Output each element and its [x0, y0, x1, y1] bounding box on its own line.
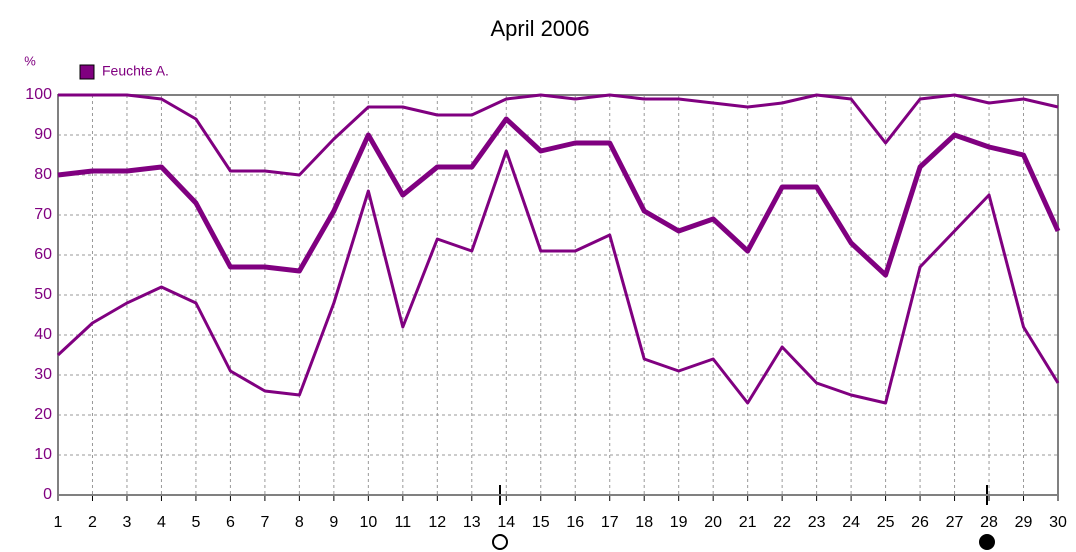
- x-tick-label: 23: [808, 514, 826, 531]
- legend-swatch: [79, 64, 95, 80]
- x-tick-label: 22: [773, 514, 791, 531]
- y-tick-label: 40: [34, 326, 52, 343]
- x-tick-label: 4: [157, 514, 166, 531]
- moon-icon: [979, 534, 995, 550]
- x-tick-label: 10: [359, 514, 377, 531]
- x-tick-label: 5: [191, 514, 200, 531]
- y-tick-label: 50: [34, 286, 52, 303]
- x-tick-label: 9: [329, 514, 338, 531]
- moon-icon: [492, 534, 508, 550]
- x-tick-label: 19: [670, 514, 688, 531]
- y-tick-label: 60: [34, 246, 52, 263]
- y-axis-label: %: [24, 53, 36, 68]
- x-tick-label: 27: [946, 514, 964, 531]
- y-tick-label: 20: [34, 406, 52, 423]
- plot-border: [57, 94, 1059, 496]
- x-tick-label: 20: [704, 514, 722, 531]
- x-tick-label: 25: [877, 514, 895, 531]
- y-tick-label: 10: [34, 446, 52, 463]
- x-tick-label: 8: [295, 514, 304, 531]
- x-tick-label: 26: [911, 514, 929, 531]
- y-tick-label: 100: [25, 86, 52, 103]
- x-tick-label: 3: [123, 514, 132, 531]
- y-tick-label: 90: [34, 126, 52, 143]
- x-tick-label: 14: [497, 514, 515, 531]
- x-tick-label: 11: [395, 514, 412, 531]
- x-tick-label: 28: [980, 514, 998, 531]
- x-tick-label: 15: [532, 514, 550, 531]
- data-line: [57, 116, 1061, 278]
- x-tick-label: 13: [463, 514, 481, 531]
- x-tick-label: 24: [842, 514, 860, 531]
- data-line: [56, 149, 1060, 405]
- y-tick-label: 80: [34, 166, 52, 183]
- x-tick-label: 7: [260, 514, 269, 531]
- x-tick-label: 29: [1015, 514, 1033, 531]
- x-tick-label: 21: [739, 514, 757, 531]
- x-tick-label: 12: [428, 514, 446, 531]
- x-tick-label: 2: [88, 514, 97, 531]
- x-tick-label: 16: [566, 514, 584, 531]
- x-tick-label: 30: [1049, 514, 1067, 531]
- x-tick-label: 17: [601, 514, 619, 531]
- chart-title: April 2006: [490, 16, 589, 41]
- x-tick-label: 18: [635, 514, 653, 531]
- x-tick-label: 6: [226, 514, 235, 531]
- y-tick-label: 70: [34, 206, 52, 223]
- y-tick-label: 0: [43, 486, 52, 503]
- legend-label: Feuchte A.: [102, 63, 169, 79]
- y-tick-label: 30: [34, 366, 52, 383]
- x-tick-label: 1: [54, 514, 63, 531]
- data-line: [58, 93, 1059, 177]
